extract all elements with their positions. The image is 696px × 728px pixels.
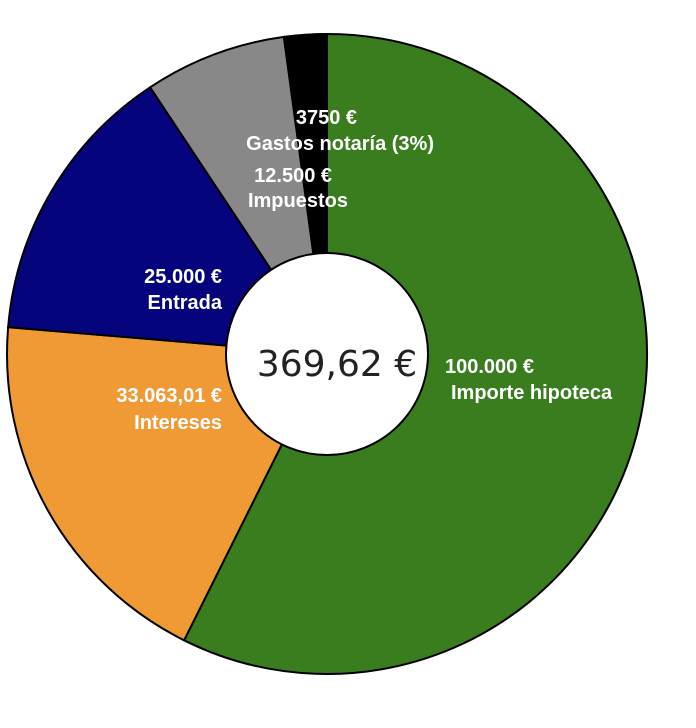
label-importe-hipoteca: 100.000 € Importe hipoteca [445,356,613,404]
name-label-gastos-notaria: Gastos notaría (3%) [246,133,434,155]
slice-entrada [7,85,329,356]
value-label-importe-hipoteca: 100.000 € [445,356,534,378]
label-gastos-notaria: 3750 € Gastos notaría (3%) [246,107,434,155]
center-total-label: 369,62 € [257,344,417,385]
value-label-impuestos: 12.500 € [254,165,332,187]
name-label-intereses: Intereses [134,412,222,434]
label-intereses: 33.063,01 € Intereses [116,385,222,434]
name-label-importe-hipoteca: Importe hipoteca [451,382,613,404]
value-label-gastos-notaria: 3750 € [296,107,357,129]
value-label-intereses: 33.063,01 € [116,385,222,407]
name-label-entrada: Entrada [148,292,223,314]
name-label-impuestos: Impuestos [248,190,348,212]
label-impuestos: 12.500 € Impuestos [248,165,348,212]
value-label-entrada: 25.000 € [144,266,222,288]
label-entrada: 25.000 € Entrada [144,266,223,314]
donut-hole [225,252,429,456]
